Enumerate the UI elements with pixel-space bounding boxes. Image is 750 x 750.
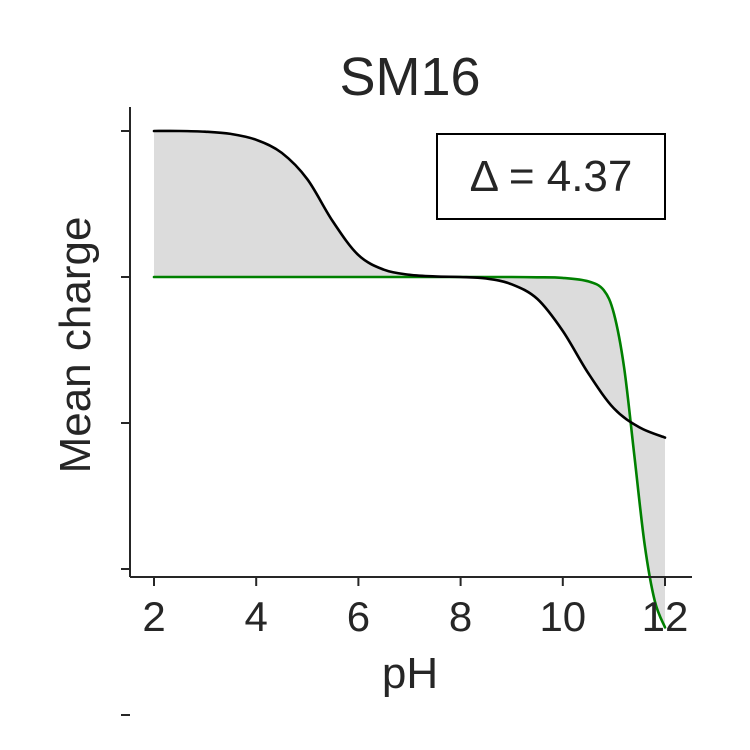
delta-annotation: Δ = 4.37 <box>436 133 666 220</box>
series-line-1 <box>152 129 667 439</box>
x-tick-label: 6 <box>347 593 370 640</box>
chart-title: SM16 <box>339 47 480 107</box>
x-tick-label: 2 <box>142 593 165 640</box>
fill-between-region <box>154 131 665 628</box>
series-layer <box>152 129 667 629</box>
y-axis-ticks <box>121 130 130 716</box>
fill-between-area <box>154 131 665 628</box>
x-tick-label: 10 <box>539 593 586 640</box>
y-axis-label: Mean charge <box>51 217 100 474</box>
delta-annotation-text: Δ = 4.37 <box>470 152 633 201</box>
x-axis-ticks: 2 4 6 8 10 12 <box>142 577 688 640</box>
x-axis-label: pH <box>382 649 438 698</box>
x-tick-label: 12 <box>642 593 689 640</box>
x-tick-label: 4 <box>245 593 268 640</box>
series-line-2 <box>152 275 667 629</box>
delta-annotation-box <box>436 133 666 220</box>
x-tick-label: 8 <box>449 593 472 640</box>
